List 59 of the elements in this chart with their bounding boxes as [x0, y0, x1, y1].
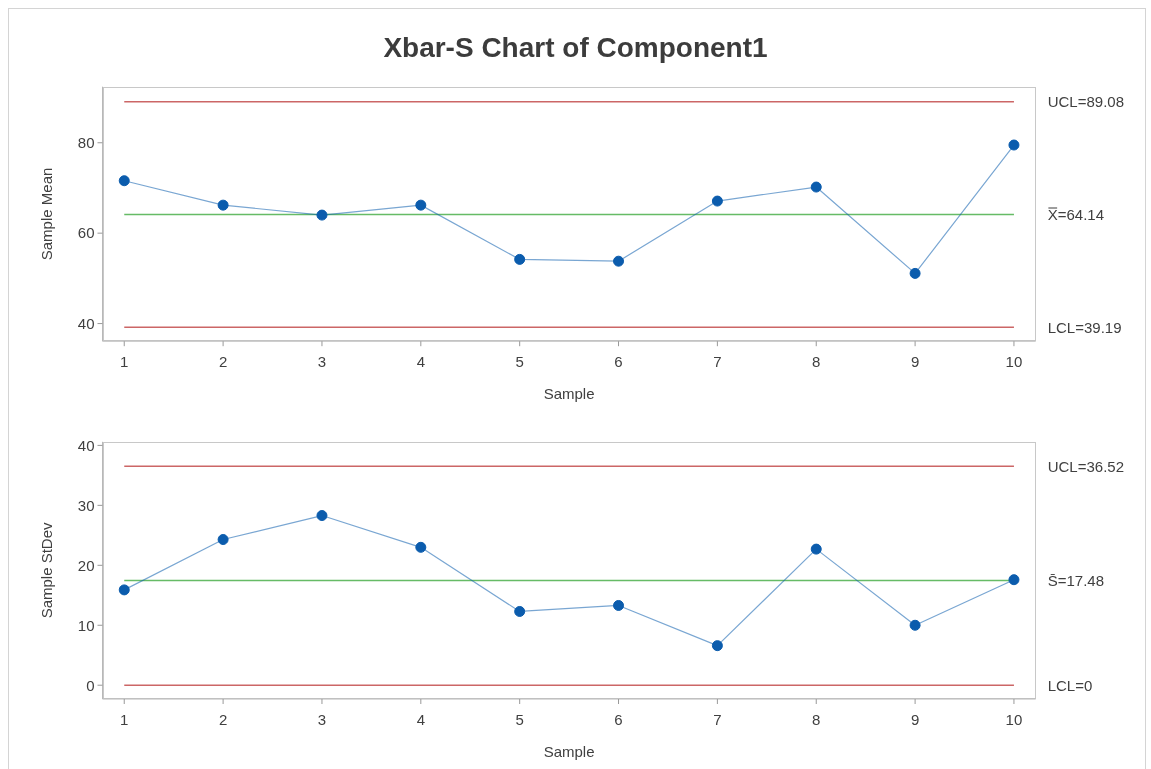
point: [1008, 574, 1020, 586]
point: [909, 619, 921, 631]
ref-line-label: LCL=39.19: [1047, 318, 1122, 336]
y-tick-label: 10: [77, 616, 95, 634]
point: [316, 209, 328, 221]
x-tick-label: 9: [910, 352, 920, 370]
point: [711, 195, 723, 207]
point: [118, 175, 130, 187]
point: [613, 255, 625, 267]
y-axis-title: Sample Mean: [38, 167, 55, 261]
x-tick-label: 8: [812, 710, 821, 728]
x-tick-label: 6: [614, 710, 623, 728]
ref-line-label: UCL=36.52: [1047, 457, 1125, 475]
x-axis-title: Sample: [543, 742, 595, 760]
x-tick-label: 10: [1005, 710, 1023, 728]
y-tick-label: 40: [77, 436, 95, 454]
point: [1008, 139, 1020, 151]
ref-line-label: UCL=89.08: [1047, 93, 1125, 111]
y-tick-label: 80: [77, 134, 95, 152]
ref-line-label: X̿=64.14: [1047, 205, 1105, 223]
x-tick-label: 6: [614, 352, 623, 370]
x-tick-label: 1: [120, 352, 129, 370]
x-tick-label: 3: [317, 352, 327, 370]
point: [118, 584, 130, 596]
point: [810, 181, 822, 193]
point: [613, 599, 625, 611]
x-tick-label: 4: [416, 352, 425, 370]
point: [810, 543, 822, 555]
x-tick-label: 7: [713, 352, 722, 370]
x-tick-label: 7: [713, 710, 722, 728]
x-tick-label: 3: [317, 710, 327, 728]
y-tick-label: 30: [77, 496, 95, 514]
y-axis-title: Sample StDev: [38, 521, 55, 619]
ref-line-label: S̄=17.48: [1047, 571, 1105, 589]
point: [711, 640, 723, 652]
x-axis-title: Sample: [543, 384, 595, 402]
x-tick-label: 2: [218, 352, 228, 370]
y-tick-label: 20: [77, 556, 95, 574]
x-tick-label: 2: [218, 710, 228, 728]
point: [415, 541, 427, 553]
point: [514, 605, 526, 617]
point: [909, 267, 921, 279]
y-tick-label: 40: [77, 314, 95, 332]
x-tick-label: 9: [910, 710, 920, 728]
x-tick-label: 8: [812, 352, 821, 370]
point: [316, 510, 328, 522]
point: [217, 199, 229, 211]
y-tick-label: 60: [77, 224, 95, 242]
x-tick-label: 5: [515, 710, 524, 728]
x-tick-label: 5: [515, 352, 524, 370]
point: [217, 534, 229, 546]
ref-line-label: LCL=0: [1047, 676, 1093, 694]
chart-title: Xbar-S Chart of Component1: [382, 31, 769, 65]
x-tick-label: 1: [120, 710, 129, 728]
point: [415, 199, 427, 211]
x-tick-label: 4: [416, 710, 425, 728]
y-tick-label: 0: [86, 676, 95, 694]
point: [514, 253, 526, 265]
x-tick-label: 10: [1005, 352, 1023, 370]
